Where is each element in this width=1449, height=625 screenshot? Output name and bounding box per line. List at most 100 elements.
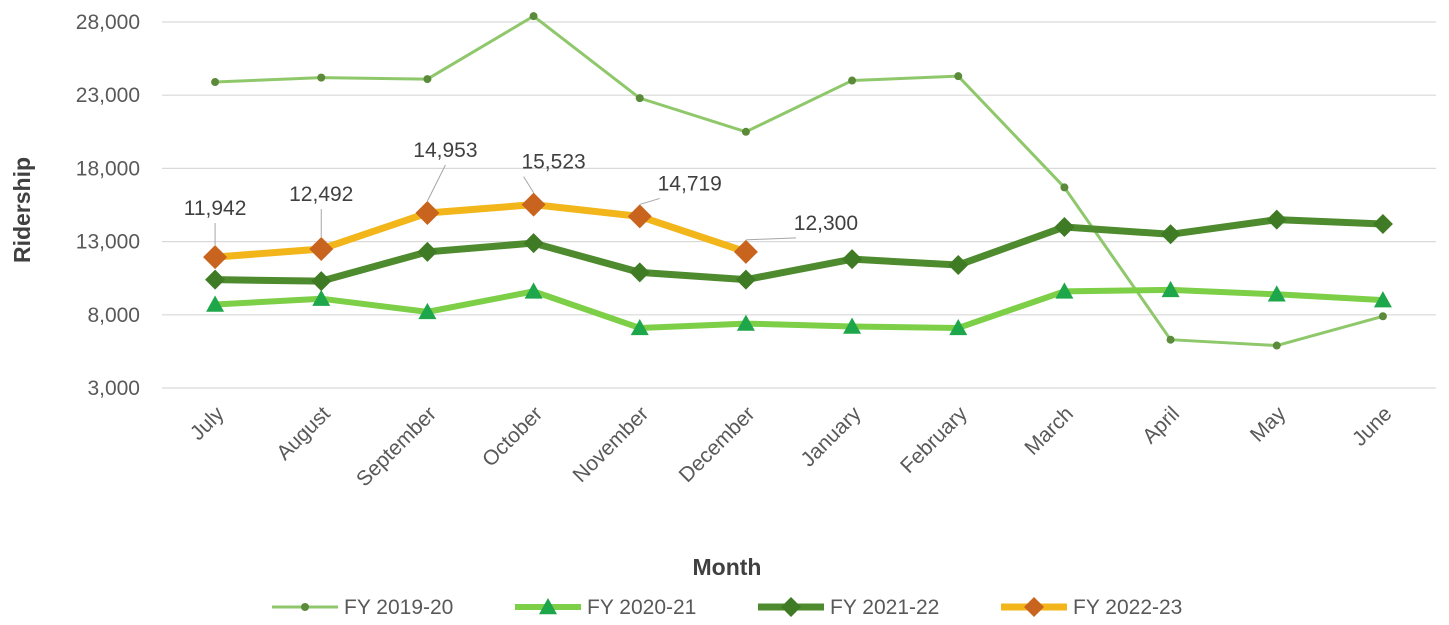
data-point bbox=[539, 598, 557, 615]
x-tick-label: February bbox=[896, 402, 972, 478]
data-point bbox=[1161, 280, 1180, 298]
data-point bbox=[312, 289, 331, 306]
data-point bbox=[301, 603, 309, 611]
data-point bbox=[1378, 312, 1387, 321]
data-point bbox=[733, 239, 758, 264]
y-tick-label: 13,000 bbox=[76, 231, 140, 254]
data-label: 14,719 bbox=[658, 172, 722, 195]
x-tick-label: June bbox=[1348, 402, 1396, 450]
x-tick-label: September bbox=[352, 402, 441, 491]
data-point bbox=[1266, 209, 1287, 230]
data-point bbox=[948, 255, 969, 276]
legend: FY 2019-20 FY 2020-21 FY 2021-22 FY 2022-23 bbox=[272, 596, 1182, 619]
data-point bbox=[309, 237, 334, 262]
y-tick-label: 3,000 bbox=[87, 377, 140, 400]
leader-line bbox=[639, 197, 660, 205]
y-tick-label: 28,000 bbox=[76, 11, 140, 34]
x-tick-label: March bbox=[1020, 402, 1078, 460]
data-point bbox=[627, 204, 652, 229]
series-line bbox=[215, 216, 1384, 285]
data-point bbox=[848, 76, 857, 85]
data-point bbox=[524, 282, 543, 299]
data-point bbox=[423, 75, 432, 84]
data-point bbox=[630, 318, 649, 336]
series-1 bbox=[211, 12, 1387, 350]
data-point bbox=[317, 73, 326, 82]
data-point bbox=[1272, 341, 1281, 350]
y-tick-label: 18,000 bbox=[76, 157, 140, 180]
data-point bbox=[1267, 285, 1286, 302]
legend-item: FY 2019-20 bbox=[272, 596, 453, 619]
data-point bbox=[415, 201, 440, 226]
data-point bbox=[1160, 224, 1181, 245]
data-point bbox=[521, 192, 546, 217]
data-label: 11,942 bbox=[184, 197, 247, 220]
data-point bbox=[1166, 335, 1175, 344]
data-point bbox=[741, 127, 750, 136]
data-point bbox=[1373, 291, 1392, 308]
legend-label: FY 2021-22 bbox=[830, 596, 939, 619]
legend-label: FY 2022-23 bbox=[1073, 596, 1182, 619]
data-point bbox=[1024, 597, 1044, 617]
x-tick-label: January bbox=[797, 402, 866, 471]
series-3 bbox=[205, 209, 1393, 292]
x-axis-ticks: July August September October November Decemb… bbox=[186, 402, 1397, 491]
x-tick-label: December bbox=[675, 402, 760, 487]
legend-label: FY 2019-20 bbox=[344, 596, 453, 619]
y-axis-title: Ridership bbox=[9, 157, 35, 263]
x-tick-label: July bbox=[186, 402, 229, 445]
data-point bbox=[417, 241, 438, 262]
series-line bbox=[215, 14, 1384, 348]
x-tick-label: May bbox=[1246, 402, 1291, 447]
legend-item: FY 2020-21 bbox=[515, 596, 696, 619]
y-axis-ticks: 3,000 8,000 13,000 18,000 23,000 28,000 bbox=[76, 11, 140, 400]
data-label: 14,953 bbox=[413, 139, 477, 162]
data-point bbox=[843, 317, 862, 334]
data-point bbox=[529, 12, 538, 21]
x-tick-label: October bbox=[478, 402, 547, 471]
data-point bbox=[1055, 282, 1074, 299]
data-point bbox=[1372, 214, 1393, 235]
data-point bbox=[211, 78, 220, 87]
data-point bbox=[954, 72, 963, 81]
data-point bbox=[523, 233, 544, 254]
leader-line bbox=[523, 176, 535, 193]
data-point bbox=[736, 314, 755, 331]
data-point bbox=[311, 271, 332, 292]
data-point bbox=[842, 249, 863, 270]
leader-line bbox=[745, 237, 796, 241]
x-tick-label: April bbox=[1138, 402, 1184, 448]
data-labels: 11,942 12,492 14,953 15,523 14,719 12,300 bbox=[184, 139, 858, 246]
x-axis-title: Month bbox=[693, 554, 762, 580]
series-line bbox=[214, 286, 1384, 331]
data-point bbox=[781, 597, 801, 617]
series-lines bbox=[203, 12, 1393, 350]
data-point bbox=[635, 94, 644, 103]
legend-item: FY 2022-23 bbox=[1001, 596, 1182, 619]
data-point bbox=[1060, 183, 1069, 192]
legend-item: FY 2021-22 bbox=[758, 596, 939, 619]
series-4 bbox=[203, 192, 758, 270]
leader-line bbox=[426, 164, 446, 202]
data-point bbox=[205, 269, 226, 290]
gridlines bbox=[162, 21, 1436, 389]
data-point bbox=[206, 295, 225, 312]
data-point bbox=[1054, 216, 1075, 237]
data-point bbox=[629, 262, 650, 283]
series-line bbox=[214, 201, 748, 261]
data-point bbox=[735, 269, 756, 290]
series-2 bbox=[206, 280, 1392, 336]
y-tick-label: 23,000 bbox=[76, 84, 140, 107]
data-point bbox=[418, 302, 437, 320]
data-label: 15,523 bbox=[521, 151, 585, 174]
data-point bbox=[203, 245, 228, 270]
x-tick-label: November bbox=[569, 402, 654, 487]
data-point bbox=[949, 318, 968, 336]
y-tick-label: 8,000 bbox=[87, 304, 140, 327]
data-label: 12,492 bbox=[289, 183, 353, 206]
x-tick-label: August bbox=[272, 402, 335, 465]
data-label: 12,300 bbox=[794, 212, 858, 235]
legend-label: FY 2020-21 bbox=[587, 596, 696, 619]
